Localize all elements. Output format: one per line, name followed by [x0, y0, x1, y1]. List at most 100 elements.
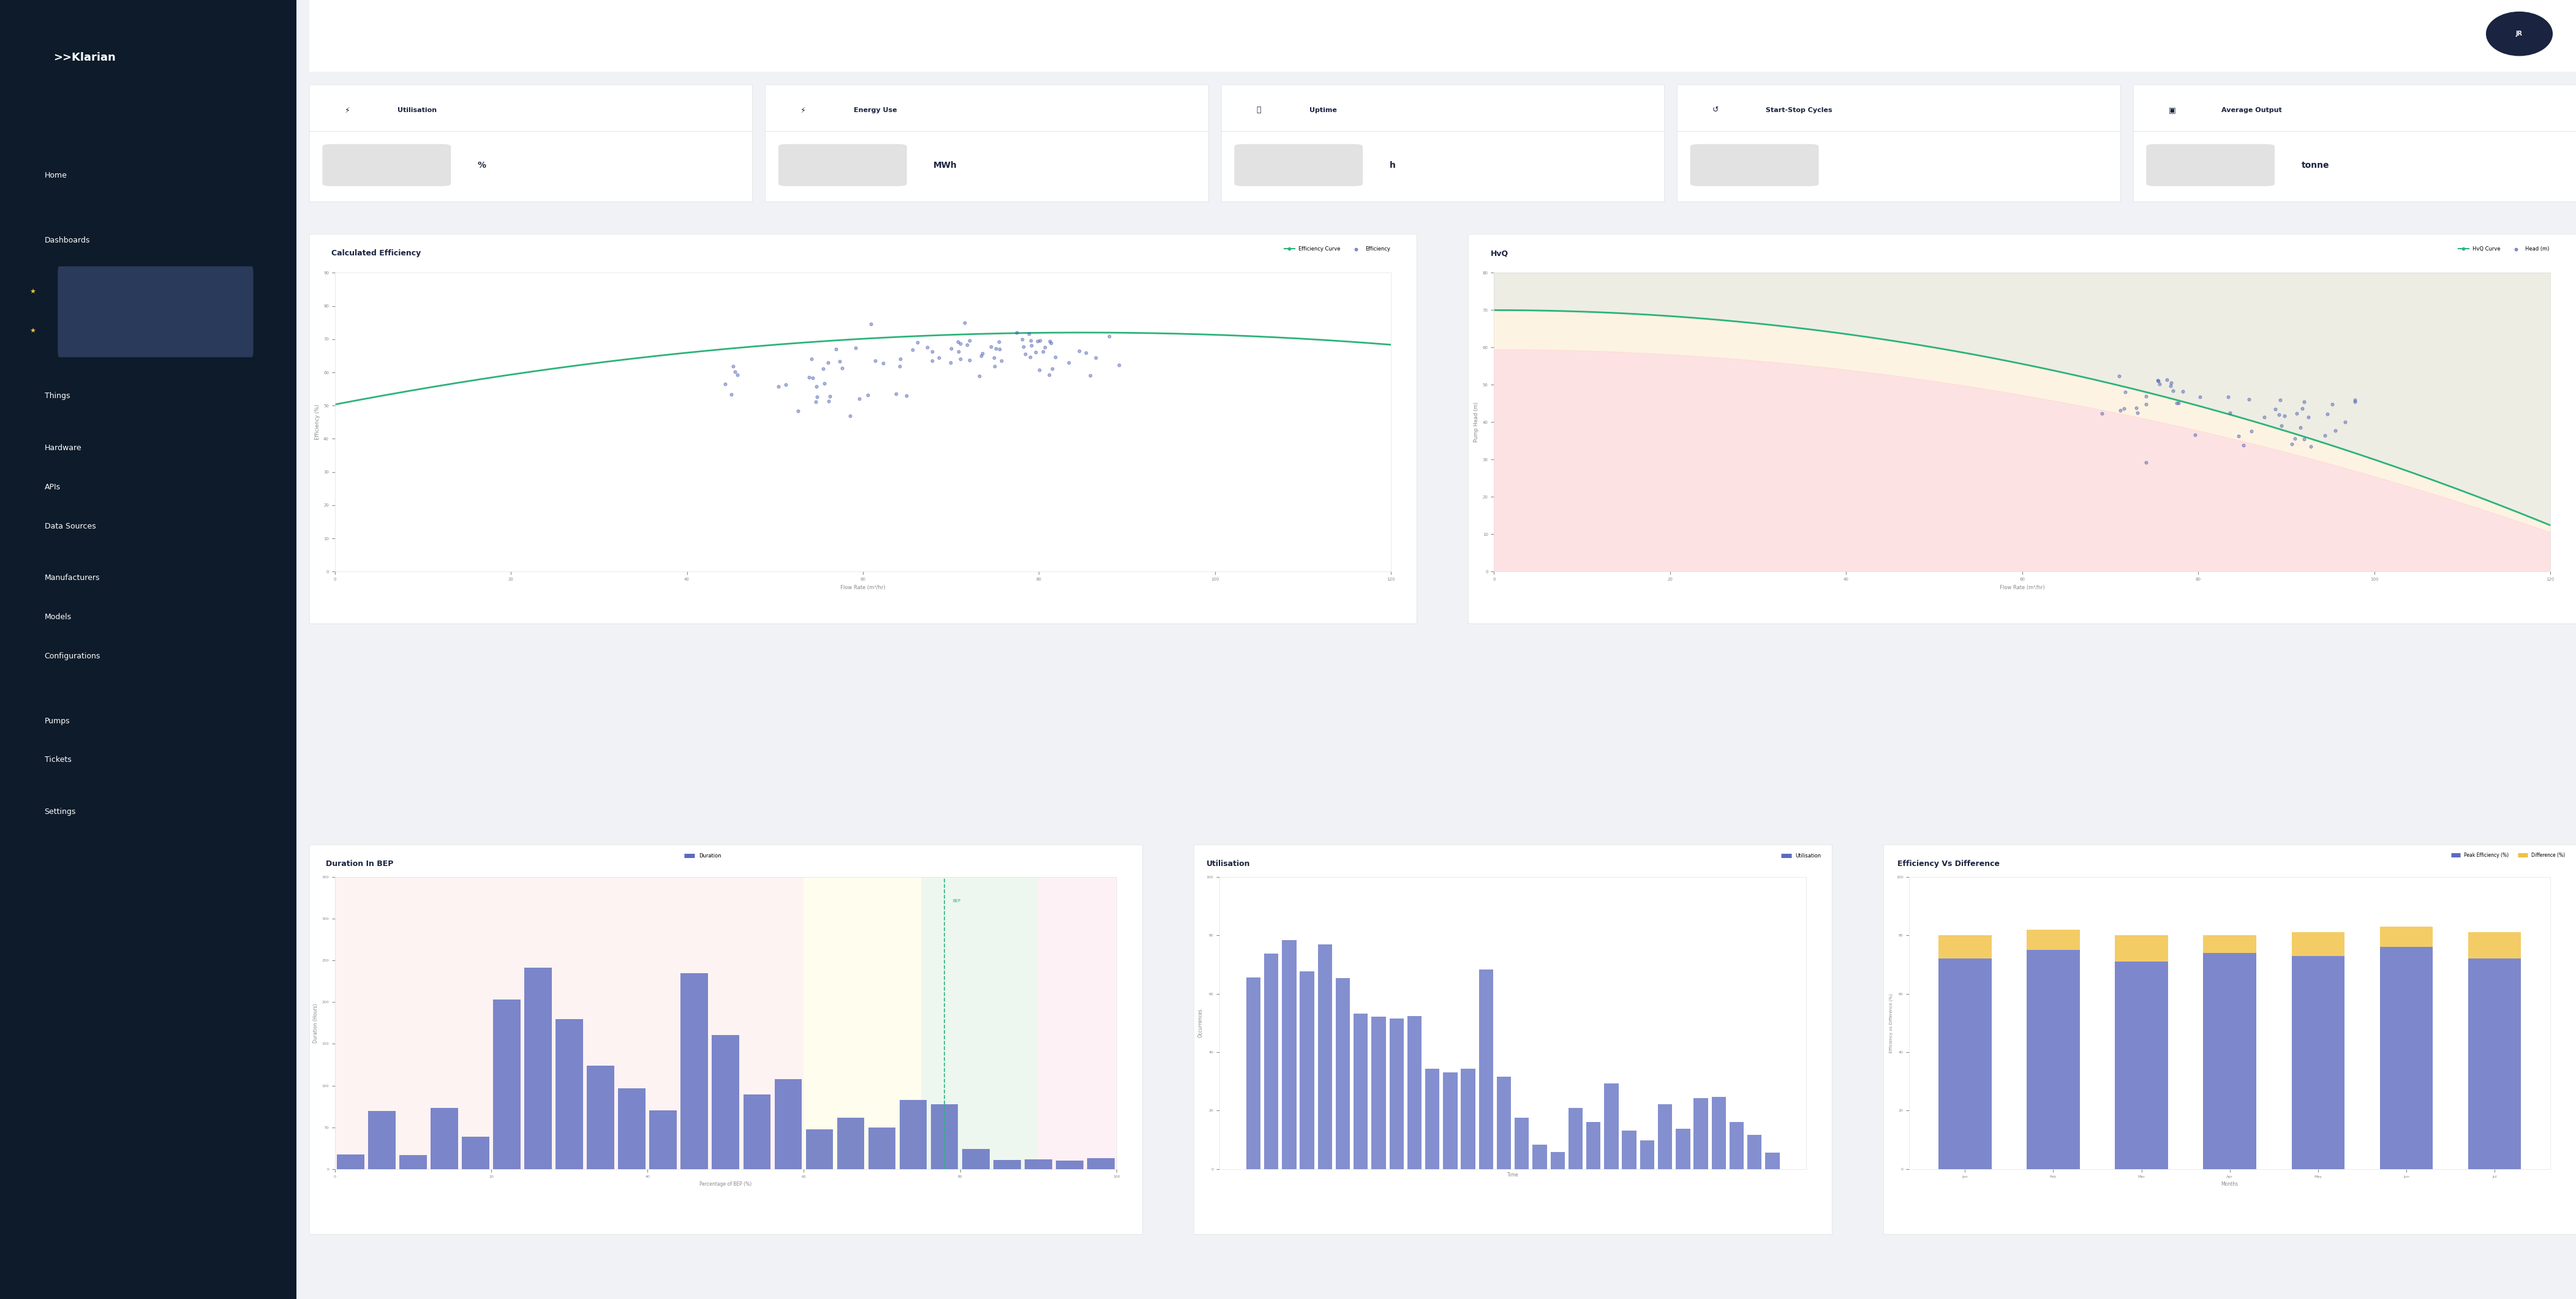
- Point: [938, 331, 979, 352]
- Bar: [868, 1128, 896, 1169]
- Point: [2324, 412, 2365, 433]
- Text: MWh: MWh: [933, 161, 958, 169]
- Point: [2174, 425, 2215, 446]
- Text: Home: Home: [44, 171, 67, 179]
- Text: Start-Stop Cycles: Start-Stop Cycles: [1765, 107, 1832, 113]
- Text: ▣: ▣: [2169, 107, 2177, 114]
- Point: [2311, 394, 2352, 414]
- Bar: [1283, 940, 1296, 1169]
- Point: [2308, 404, 2349, 425]
- Text: BEP: BEP: [953, 899, 961, 903]
- Point: [2125, 386, 2166, 407]
- Bar: [899, 1100, 927, 1169]
- Point: [788, 366, 829, 387]
- Text: ↺: ↺: [1713, 107, 1718, 114]
- Legend: Duration: Duration: [683, 851, 724, 860]
- Point: [974, 356, 1015, 377]
- Point: [2081, 403, 2123, 423]
- Point: [940, 334, 981, 355]
- FancyBboxPatch shape: [2146, 144, 2275, 186]
- Bar: [2468, 933, 2522, 959]
- Point: [886, 386, 927, 407]
- Point: [703, 374, 744, 395]
- Text: Uptime: Uptime: [1309, 107, 1337, 113]
- Point: [848, 385, 889, 405]
- Point: [948, 330, 989, 351]
- Point: [2282, 391, 2324, 412]
- Bar: [2202, 953, 2257, 1169]
- Point: [938, 342, 979, 362]
- Text: %: %: [477, 161, 487, 169]
- Point: [863, 352, 904, 373]
- Point: [1023, 342, 1064, 362]
- Bar: [1056, 1160, 1084, 1169]
- Bar: [1319, 944, 1332, 1169]
- Bar: [1265, 953, 1278, 1169]
- Bar: [492, 1000, 520, 1169]
- Point: [2290, 436, 2331, 457]
- Text: Utilisation: Utilisation: [1206, 860, 1249, 868]
- Point: [1002, 336, 1043, 357]
- Point: [791, 368, 832, 388]
- Bar: [922, 877, 1038, 1169]
- Bar: [1569, 1108, 1582, 1169]
- Bar: [2202, 935, 2257, 953]
- FancyBboxPatch shape: [1234, 144, 1363, 186]
- Bar: [1533, 1144, 1548, 1169]
- Bar: [399, 1155, 428, 1169]
- Point: [840, 388, 881, 409]
- Text: Duration In BEP: Duration In BEP: [325, 860, 394, 868]
- Point: [2231, 421, 2272, 442]
- Point: [2125, 452, 2166, 473]
- Point: [940, 348, 981, 369]
- Bar: [649, 1111, 677, 1169]
- Point: [2210, 403, 2251, 423]
- Bar: [1515, 1118, 1530, 1169]
- Bar: [337, 1155, 363, 1169]
- X-axis label: Months: Months: [2221, 1182, 2239, 1187]
- Point: [2228, 388, 2269, 409]
- Point: [796, 392, 837, 413]
- Point: [2138, 374, 2179, 395]
- Bar: [1461, 1069, 1476, 1169]
- Bar: [1765, 1152, 1780, 1169]
- Point: [1069, 365, 1110, 386]
- Point: [2117, 403, 2159, 423]
- Point: [2282, 429, 2324, 449]
- Point: [878, 356, 920, 377]
- Text: h: h: [1388, 161, 1396, 169]
- Point: [997, 322, 1038, 343]
- Bar: [1025, 1160, 1051, 1169]
- Bar: [2468, 959, 2522, 1169]
- Bar: [711, 1035, 739, 1169]
- Point: [2115, 397, 2156, 418]
- Point: [1010, 330, 1051, 351]
- Point: [2138, 370, 2179, 391]
- Bar: [804, 877, 922, 1169]
- Point: [2151, 375, 2192, 396]
- Bar: [1940, 959, 1991, 1169]
- Point: [835, 338, 876, 359]
- Point: [912, 351, 953, 372]
- Bar: [837, 1118, 866, 1169]
- Bar: [2115, 961, 2169, 1169]
- Point: [2125, 394, 2166, 414]
- Point: [907, 338, 948, 359]
- FancyBboxPatch shape: [322, 144, 451, 186]
- Point: [2272, 434, 2313, 455]
- Point: [979, 331, 1020, 352]
- Point: [1087, 326, 1128, 347]
- Bar: [335, 877, 804, 1169]
- Point: [961, 346, 1002, 366]
- Point: [1066, 343, 1108, 364]
- Point: [855, 351, 896, 372]
- Point: [2280, 417, 2321, 438]
- Text: ⏱: ⏱: [1257, 107, 1262, 114]
- Legend: Efficiency Curve, Efficiency: Efficiency Curve, Efficiency: [1283, 244, 1391, 253]
- Bar: [1370, 1017, 1386, 1169]
- Bar: [1677, 1129, 1690, 1169]
- Point: [757, 375, 799, 396]
- Legend: HvQ Curve, Head (m): HvQ Curve, Head (m): [2458, 244, 2550, 253]
- Bar: [2027, 950, 2079, 1169]
- Point: [1007, 323, 1048, 344]
